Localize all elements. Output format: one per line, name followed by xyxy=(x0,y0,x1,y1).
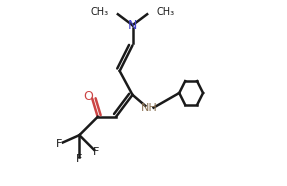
Text: CH₃: CH₃ xyxy=(156,7,174,17)
Text: O: O xyxy=(84,90,94,103)
Text: NH: NH xyxy=(141,103,157,113)
Text: F: F xyxy=(93,147,99,157)
Text: CH₃: CH₃ xyxy=(91,7,109,17)
Text: F: F xyxy=(56,139,62,149)
Text: F: F xyxy=(76,154,83,164)
Text: N: N xyxy=(128,19,137,32)
